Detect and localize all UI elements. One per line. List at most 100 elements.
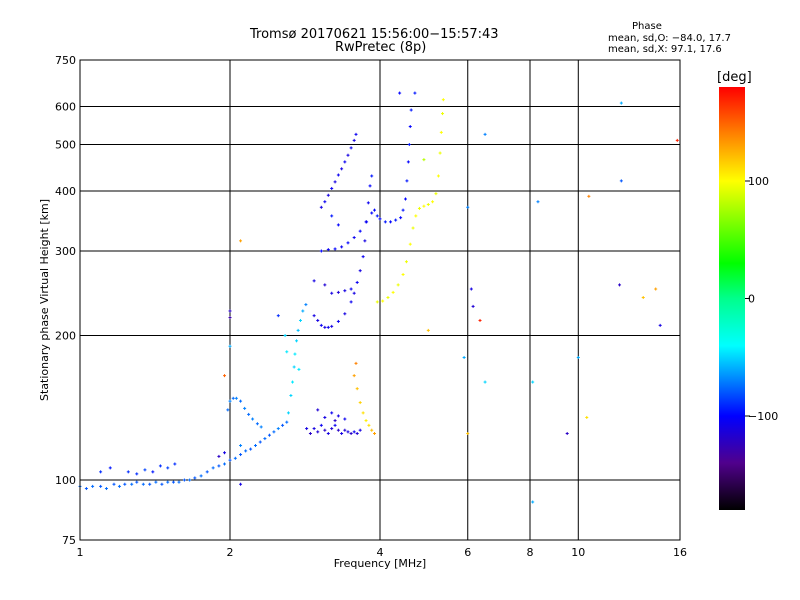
point-vbar [127, 470, 129, 474]
point-vbar [324, 283, 326, 287]
data-point-f-mid [343, 289, 347, 293]
point-vbar [200, 474, 202, 478]
data-point-cusp-trace [283, 334, 287, 338]
point-vbar [331, 291, 333, 295]
point-vbar [244, 406, 246, 410]
data-point-x-trace [375, 214, 379, 218]
data-point-f1-lower [326, 432, 330, 436]
point-vbar [299, 318, 301, 322]
data-point-x-trace [401, 208, 405, 212]
point-vbar [341, 167, 343, 171]
point-vbar [359, 428, 361, 432]
data-point-f-o-trace [363, 239, 367, 243]
point-vbar [371, 428, 373, 432]
data-point-x-trace [413, 91, 417, 95]
data-point-x-trace [398, 91, 402, 95]
point-vbar [85, 487, 87, 491]
x-tick-label: 6 [464, 546, 471, 559]
data-point-f-mid [340, 245, 344, 249]
point-vbar [331, 411, 333, 415]
point-vbar [218, 464, 220, 468]
data-point-yellow-trace [438, 151, 442, 155]
point-vbar [414, 91, 416, 95]
data-point-x-trace [383, 220, 387, 224]
point-vbar [404, 197, 406, 201]
point-vbar [347, 153, 349, 157]
point-vbar [277, 314, 279, 318]
point-vbar [256, 422, 258, 426]
data-point-f-upper [343, 160, 347, 164]
point-vbar [344, 289, 346, 293]
data-point-cusp-trace [293, 352, 297, 356]
x-axis-label: Frequency [MHz] [334, 557, 426, 570]
point-vbar [362, 411, 364, 415]
point-vbar [532, 500, 534, 504]
data-point-cusp-trace [286, 411, 290, 415]
data-point-orange-trace [358, 401, 362, 405]
data-point-orange-trace [367, 423, 371, 427]
point-vbar [286, 350, 288, 354]
data-point-low-trace [258, 440, 262, 444]
point-vbar [432, 200, 434, 204]
point-vbar [324, 415, 326, 419]
data-point-f-upper [352, 138, 356, 142]
point-vbar [183, 478, 185, 482]
y-tick-label: 200 [55, 330, 76, 343]
point-vbar [470, 287, 472, 291]
point-vbar [142, 482, 144, 486]
data-point-e-bump [226, 408, 230, 412]
data-point-x-trace [405, 179, 409, 183]
point-vbar [405, 260, 407, 264]
point-vbar [224, 374, 226, 378]
data-point-f1-lower [352, 430, 356, 434]
point-vbar [174, 462, 176, 466]
data-point-yellow-trace [414, 214, 418, 218]
data-point-low-noise [135, 472, 139, 476]
data-point-low-trace [91, 484, 95, 488]
data-point-f-upper [319, 205, 323, 209]
point-vbar [327, 325, 329, 329]
point-vbar [260, 425, 262, 429]
data-point-cusp-trace [291, 380, 295, 384]
point-vbar [240, 482, 242, 486]
data-point-f-o-trace [312, 314, 316, 318]
point-vbar [212, 466, 214, 470]
data-point-low-noise [173, 462, 177, 466]
point-vbar [412, 226, 414, 230]
point-vbar [206, 470, 208, 474]
data-point-f-o-trace [316, 318, 320, 322]
data-point-low-trace [123, 482, 127, 486]
point-vbar [297, 328, 299, 332]
point-vbar [344, 312, 346, 316]
data-point-low-trace [160, 482, 164, 486]
data-point-cusp-trace [289, 394, 293, 398]
data-point-low-trace [272, 430, 276, 434]
point-vbar [374, 432, 376, 436]
point-vbar [240, 444, 242, 448]
data-point-low-noise [99, 470, 103, 474]
point-vbar [442, 98, 444, 102]
data-point-low-trace [188, 478, 192, 482]
data-point-f-mid [333, 247, 337, 251]
data-point-f1-lower [336, 414, 340, 418]
data-point-low-trace [263, 437, 267, 441]
point-vbar [344, 160, 346, 164]
point-vbar [472, 304, 474, 308]
data-point-f-upper [323, 200, 327, 204]
data-point-f1-lower [343, 428, 347, 432]
point-vbar [577, 355, 579, 359]
point-vbar [484, 380, 486, 384]
data-point-yellow-trace [434, 192, 438, 196]
point-vbar [282, 423, 284, 427]
data-point-x-trace [406, 160, 410, 164]
data-point-low-trace [104, 487, 108, 491]
data-point-scatter [478, 318, 482, 322]
point-vbar [350, 300, 352, 304]
data-point-low-trace [199, 474, 203, 478]
data-point-low-trace [154, 480, 158, 484]
point-vbar [317, 318, 319, 322]
point-vbar [331, 427, 333, 431]
point-vbar [317, 430, 319, 434]
data-point-f1-lower [305, 427, 309, 431]
data-point-orange-trace [354, 361, 358, 365]
